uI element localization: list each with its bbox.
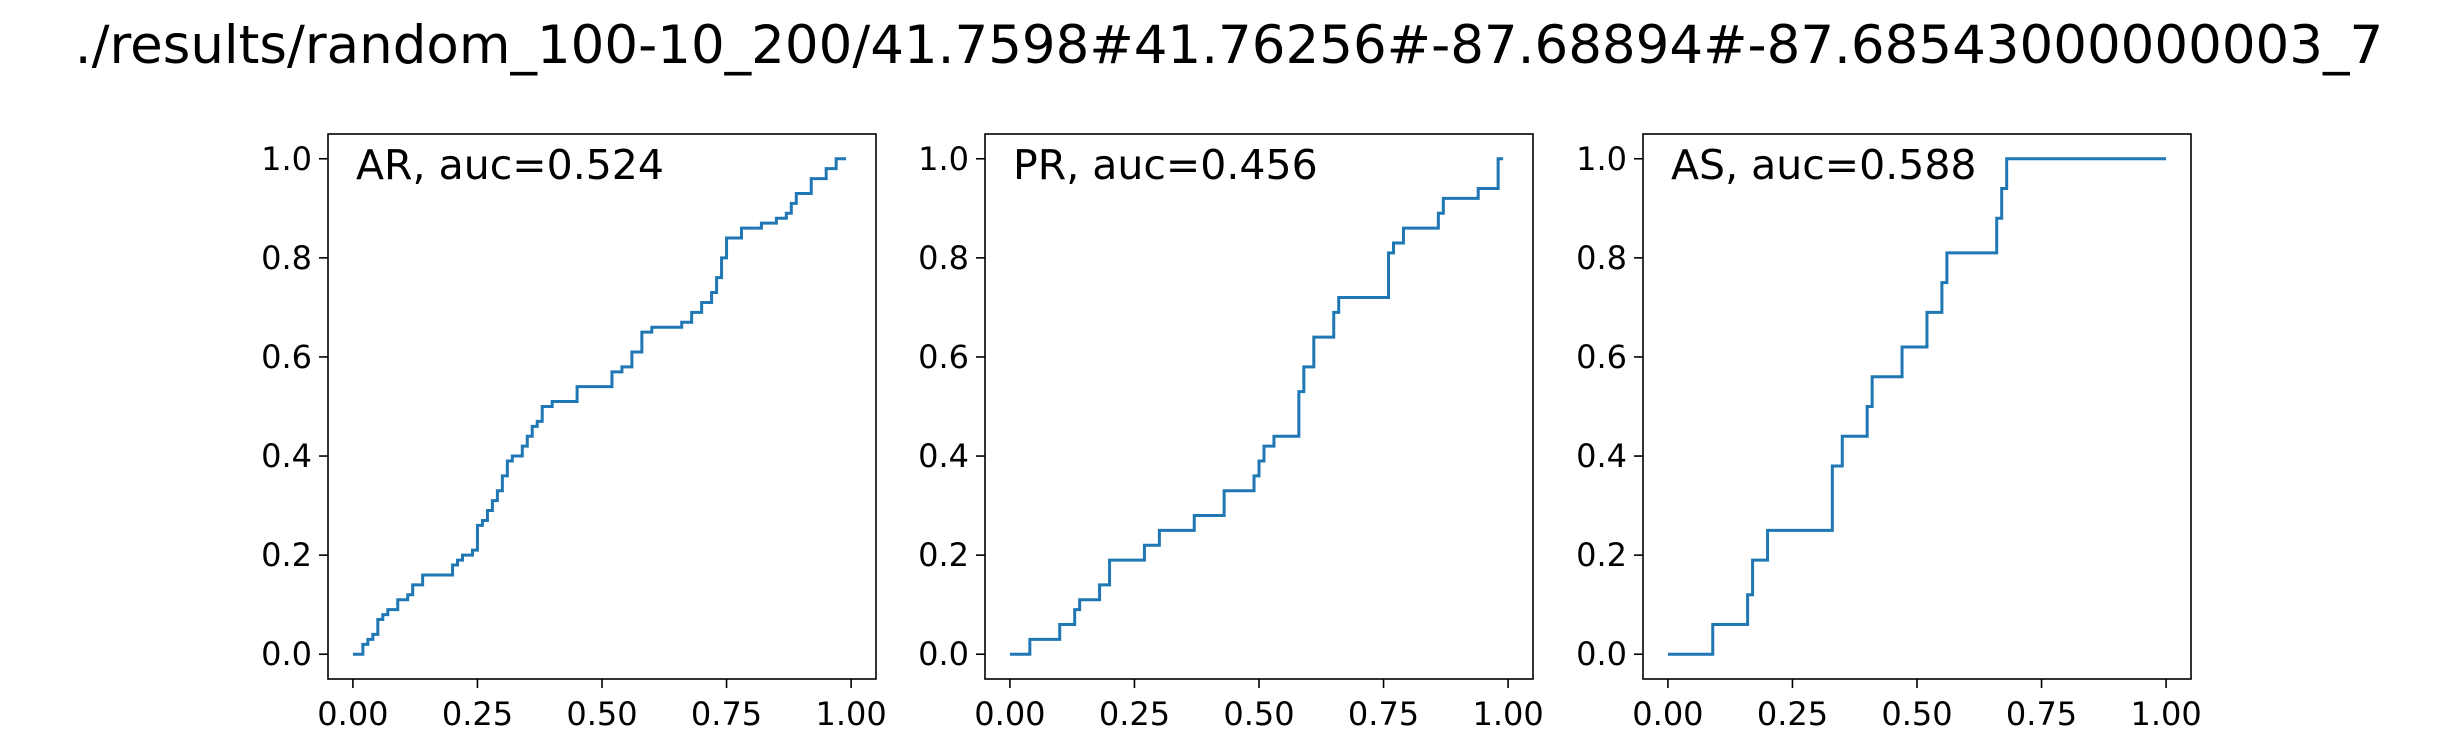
chart-panel-ar: 0.00 0.25 0.50 0.75 1.00 0.0 0.2 0.4 0.6 0.8 1.0 AR… [261, 133, 887, 733]
x-tick-label: 0.75 [1348, 695, 1419, 733]
y-tick-label: 0.2 [918, 536, 969, 574]
roc-series-line-ar [352, 157, 847, 656]
y-tick-label: 0.2 [261, 536, 312, 574]
panel-title-as: AS, auc=0.588 [1671, 141, 1977, 189]
axes-frame [327, 133, 877, 680]
x-tick-label: 0.75 [691, 695, 762, 733]
x-tick-label: 0.50 [1881, 695, 1952, 733]
x-tick-label: 0.25 [442, 695, 513, 733]
x-tick-label: 1.00 [815, 695, 886, 733]
y-tick-label: 0.0 [261, 635, 312, 673]
roc-series-line-pr [1009, 157, 1504, 656]
y-tick-label: 0.4 [1576, 437, 1627, 475]
x-tick-label: 0.25 [1757, 695, 1828, 733]
y-tick-label: 0.4 [261, 437, 312, 475]
y-tick-label: 0.6 [918, 338, 969, 376]
y-tick-label: 0.8 [918, 239, 969, 277]
figure-title: ./results/random_100-10_200/41.7598#41.7… [74, 15, 2384, 76]
y-tick-label: 1.0 [261, 140, 312, 178]
chart-panel-pr: 0.00 0.25 0.50 0.75 1.00 0.0 0.2 0.4 0.6 0.8 1.0 PR… [918, 133, 1544, 733]
panel-title-pr: PR, auc=0.456 [1013, 141, 1318, 189]
y-tick-label: 1.0 [1576, 140, 1627, 178]
y-tick-label: 0.6 [1576, 338, 1627, 376]
x-tick-label: 0.00 [317, 695, 388, 733]
y-tick-label: 0.6 [261, 338, 312, 376]
y-tick-label: 0.2 [1576, 536, 1627, 574]
axes-frame [1642, 133, 2192, 680]
x-tick-label: 0.25 [1099, 695, 1170, 733]
chart-panel-as: 0.00 0.25 0.50 0.75 1.00 0.0 0.2 0.4 0.6 0.8 1.0 AS… [1576, 133, 2202, 733]
y-tick-label: 1.0 [918, 140, 969, 178]
axes-frame [984, 133, 1534, 680]
x-tick-label: 0.00 [1632, 695, 1703, 733]
y-tick-label: 0.4 [918, 437, 969, 475]
x-tick-label: 0.50 [1223, 695, 1294, 733]
x-tick-label: 0.00 [974, 695, 1045, 733]
x-tick-label: 1.00 [1472, 695, 1543, 733]
y-tick-label: 0.0 [1576, 635, 1627, 673]
panel-title-ar: AR, auc=0.524 [356, 141, 664, 189]
roc-series-line-as [1667, 157, 2167, 656]
x-tick-label: 0.75 [2006, 695, 2077, 733]
x-tick-label: 0.50 [566, 695, 637, 733]
y-tick-label: 0.8 [1576, 239, 1627, 277]
x-tick-label: 1.00 [2130, 695, 2201, 733]
y-tick-label: 0.8 [261, 239, 312, 277]
y-tick-label: 0.0 [918, 635, 969, 673]
